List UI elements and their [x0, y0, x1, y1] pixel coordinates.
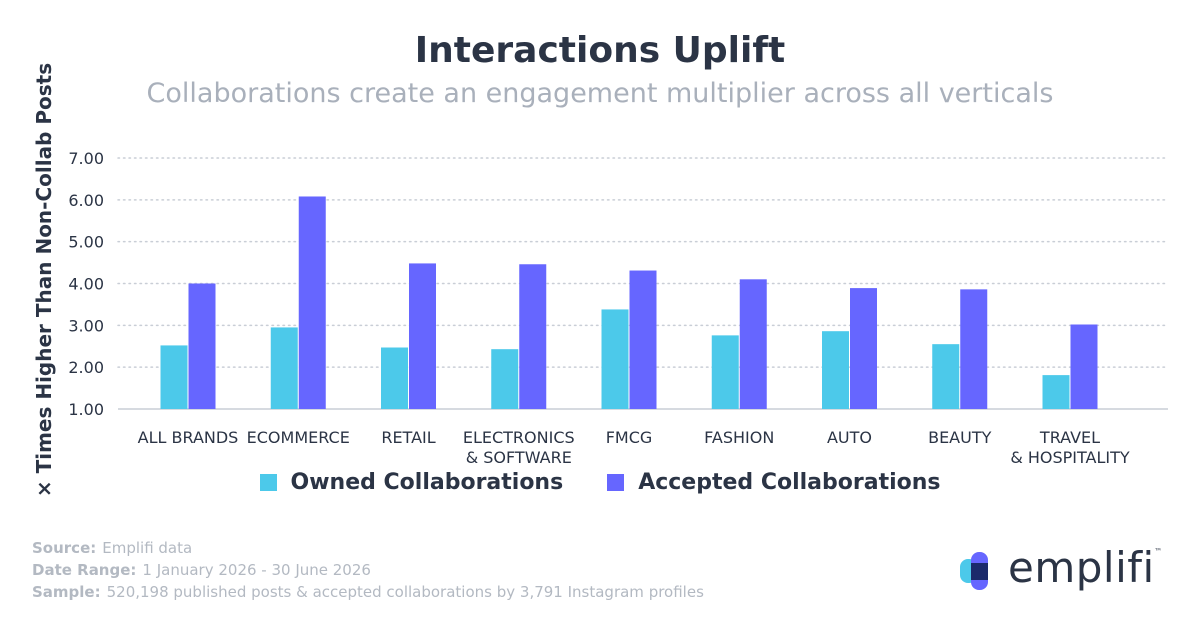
- logo-wordmark: emplifi ™: [1008, 543, 1163, 592]
- bar-accepted-8: [1070, 324, 1098, 409]
- bar-owned-8: [1042, 375, 1070, 409]
- x-tick-label: BEAUTY: [928, 428, 992, 447]
- chart-title: Interactions Uplift: [414, 30, 786, 71]
- y-tick-label: 6.00: [68, 191, 104, 210]
- legend-swatch-owned: [259, 474, 277, 491]
- bar-owned-5: [711, 335, 739, 409]
- legend-swatch-accepted: [607, 474, 625, 491]
- date-range-line: Date Range: 1 January 2026 - 30 June 2026: [32, 559, 704, 581]
- bar-owned-7: [932, 344, 960, 409]
- legend-item-accepted: Accepted Collaborations: [607, 470, 941, 495]
- legend: Owned Collaborations Accepted Collaborat…: [0, 470, 1200, 495]
- y-tick-label: 4.00: [68, 275, 104, 294]
- bar-owned-2: [381, 347, 408, 409]
- source-label: Source:: [32, 539, 97, 557]
- source-value: Emplifi data: [102, 539, 193, 557]
- x-tick-label: & HOSPITALITY: [1010, 448, 1130, 467]
- bar-accepted-0: [188, 283, 216, 409]
- emplifi-logo-icon: [960, 551, 988, 590]
- bar-accepted-6: [850, 288, 877, 409]
- x-tick-label: ELECTRONICS: [463, 428, 575, 447]
- legend-label-owned: Owned Collaborations: [290, 470, 564, 495]
- x-tick-label: FMCG: [606, 428, 653, 447]
- bar-accepted-5: [739, 279, 767, 409]
- sample-label: Sample:: [32, 583, 101, 601]
- x-tick-label: AUTO: [827, 428, 872, 447]
- legend-label-accepted: Accepted Collaborations: [638, 470, 941, 495]
- bar-accepted-4: [629, 270, 657, 409]
- chart-subtitle: Collaborations create an engagement mult…: [146, 78, 1054, 109]
- x-tick-label: FASHION: [704, 428, 774, 447]
- sample-value: 520,198 published posts & accepted colla…: [106, 583, 704, 601]
- bar-owned-0: [160, 345, 188, 409]
- sample-line: Sample: 520,198 published posts & accepte…: [32, 581, 704, 603]
- bar-accepted-3: [519, 264, 547, 409]
- date-range-value: 1 January 2026 - 30 June 2026: [142, 561, 371, 579]
- bar-owned-3: [491, 349, 519, 409]
- x-tick-label: RETAIL: [381, 428, 435, 447]
- bar-owned-4: [601, 309, 629, 409]
- source-line: Source: Emplifi data: [32, 537, 704, 559]
- y-tick-label: 1.00: [68, 400, 104, 419]
- bar-owned-6: [822, 331, 849, 409]
- footer-notes: Source: Emplifi data Date Range: 1 January…: [32, 537, 704, 603]
- bar-accepted-7: [960, 289, 988, 409]
- x-tick-label: ALL BRANDS: [138, 428, 239, 447]
- bar-chart: 1.00 2.00 3.00 4.00 5.00 6.00 7.00 ALL BRANDS EC…: [68, 149, 1169, 467]
- logo-trademark: ™: [1154, 547, 1163, 556]
- y-tick-label: 3.00: [68, 316, 104, 335]
- bar-accepted-1: [298, 196, 326, 409]
- bar-owned-1: [270, 327, 298, 409]
- x-tick-label: TRAVEL: [1039, 428, 1100, 447]
- bar-accepted-2: [409, 263, 436, 409]
- date-range-label: Date Range:: [32, 561, 137, 579]
- y-tick-label: 7.00: [68, 149, 104, 168]
- x-tick-label: & SOFTWARE: [466, 448, 572, 467]
- y-tick-label: 5.00: [68, 233, 104, 252]
- legend-item-owned: Owned Collaborations: [259, 470, 564, 495]
- y-tick-label: 2.00: [68, 358, 104, 377]
- x-tick-label: ECOMMERCE: [247, 428, 350, 447]
- emplifi-logo: emplifi ™: [958, 543, 1163, 595]
